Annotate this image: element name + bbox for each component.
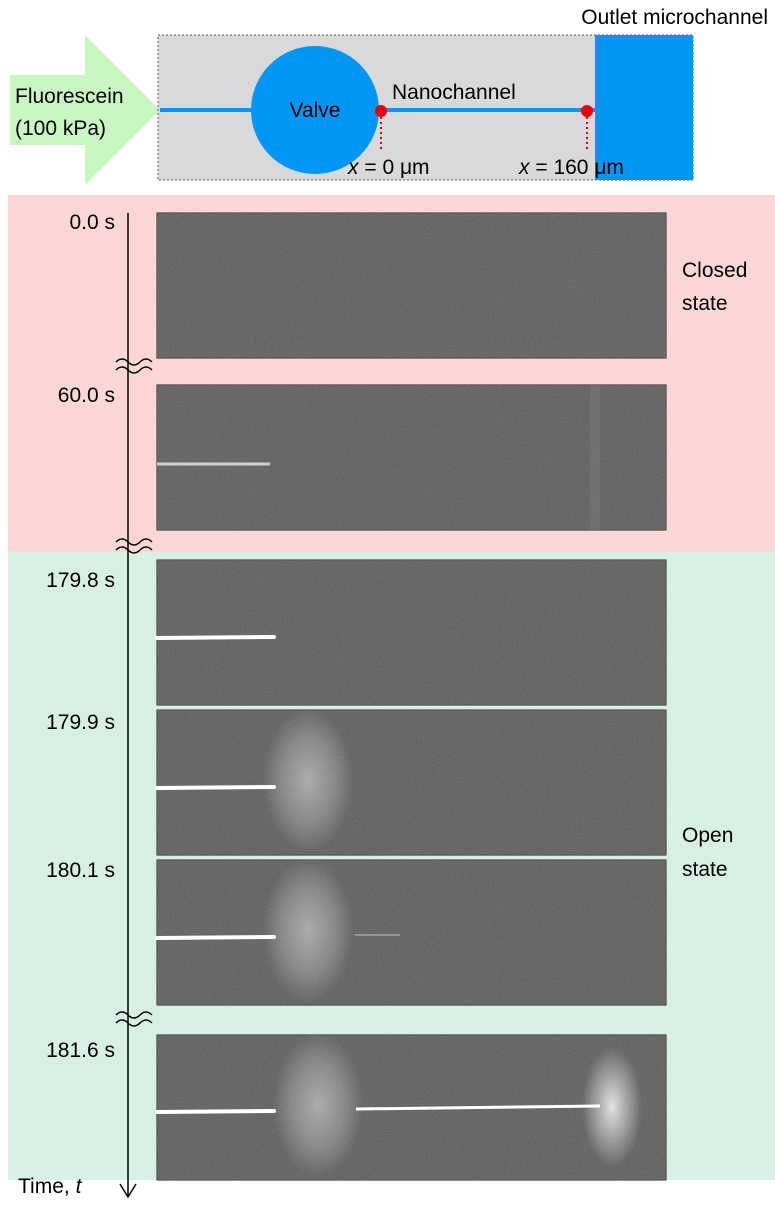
fluor-blob: [263, 708, 353, 852]
frame-noise: [157, 710, 666, 855]
time-label: 181.6 s: [46, 1039, 115, 1062]
outlet-glow: [582, 1047, 642, 1167]
outlet-glow: [590, 385, 600, 530]
marker: [581, 105, 593, 117]
position-label: x = 160 μm: [518, 156, 624, 179]
fluor-line: [157, 637, 274, 638]
inlet-arrow: [10, 35, 160, 185]
frame-noise: [157, 213, 666, 358]
position-var: x: [347, 156, 360, 179]
fluor-blob: [263, 858, 353, 1002]
time-label: 179.8 s: [46, 569, 115, 592]
time-axis-label: Time, t: [18, 1175, 83, 1198]
position-text: = 160 μm: [535, 156, 624, 179]
time-label: 60.0 s: [58, 384, 115, 407]
figure: Outlet microchannel Fluorescein (100 kPa…: [0, 0, 775, 1205]
time-label: 180.1 s: [46, 859, 115, 882]
time-label: 179.9 s: [46, 711, 115, 734]
state-label: Closed: [682, 259, 747, 282]
fluor-line: [157, 787, 274, 788]
frame-noise: [157, 860, 666, 1005]
fluor-line: [157, 937, 274, 938]
marker: [375, 105, 387, 117]
frame-noise: [157, 560, 666, 705]
position-label: x = 0 μm: [347, 156, 430, 179]
position-var: x: [518, 156, 531, 179]
position-text: = 0 μm: [364, 156, 429, 179]
frame-noise: [157, 385, 666, 530]
state-label: state: [682, 858, 728, 881]
inlet-label: (100 kPa): [15, 117, 106, 140]
valve-label: Valve: [290, 99, 341, 122]
fluor-line: [157, 1111, 274, 1112]
time-label: 0.0 s: [69, 211, 115, 234]
time-axis-text: Time,: [18, 1175, 70, 1198]
outlet-label: Outlet microchannel: [581, 6, 768, 29]
fluor-blob: [273, 1033, 363, 1177]
state-label: Open: [682, 824, 733, 847]
nanochannel-label: Nanochannel: [392, 81, 516, 104]
state-label: state: [682, 292, 728, 315]
inlet-label: Fluorescein: [15, 85, 124, 108]
